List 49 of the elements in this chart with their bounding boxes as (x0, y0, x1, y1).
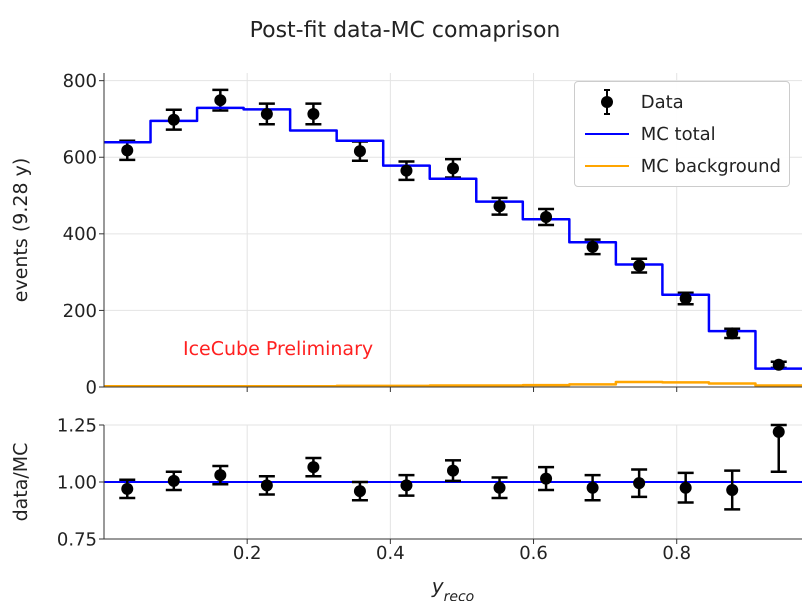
point (494, 200, 506, 212)
legend-label: MC total (640, 124, 716, 144)
point (214, 469, 226, 482)
point (772, 426, 785, 438)
annotation: IceCube Preliminary (183, 338, 374, 360)
y-tick-label: 0 (86, 377, 97, 398)
x-tick-label: 0.6 (519, 542, 548, 564)
point (260, 108, 273, 120)
x-tick-label: 0.4 (376, 542, 405, 564)
point (633, 260, 646, 272)
point (168, 474, 180, 487)
point (307, 108, 320, 120)
chart-title: Post-fit data-MC comaprison (248, 17, 562, 45)
point (168, 114, 180, 126)
point (447, 162, 459, 174)
legend-label: Data (640, 92, 684, 112)
point (400, 164, 412, 177)
y-tick-label: 1.25 (56, 415, 97, 436)
point (400, 479, 412, 492)
x-axis-title: y$_{reco}$ (430, 574, 474, 605)
point (121, 482, 134, 495)
point (121, 144, 134, 156)
point (633, 477, 646, 490)
point (214, 94, 226, 106)
point (260, 479, 273, 492)
x-tick-label: 0.8 (662, 542, 692, 564)
point (586, 240, 599, 253)
point (354, 145, 366, 158)
point (726, 484, 738, 496)
y-tick-label: 400 (62, 224, 97, 246)
point (540, 210, 552, 223)
point (307, 461, 320, 474)
legend-label: MC background (640, 156, 781, 176)
point (447, 464, 459, 477)
y-tick-label: 200 (62, 300, 97, 322)
point (540, 472, 552, 485)
x-tick-label: 0.2 (232, 542, 262, 564)
point (680, 482, 692, 494)
point (354, 485, 366, 498)
y-axis-title: events (9.28 y) (10, 158, 32, 302)
y-tick-label: 1.00 (56, 472, 97, 494)
y-tick-label: 0.75 (56, 529, 97, 550)
y-tick-label: 600 (62, 148, 97, 169)
point (494, 482, 506, 494)
point (726, 327, 738, 340)
point (772, 358, 785, 371)
point (586, 482, 599, 494)
y-tick-label: 800 (62, 71, 97, 92)
y-axis-title: data/MC (10, 442, 32, 522)
